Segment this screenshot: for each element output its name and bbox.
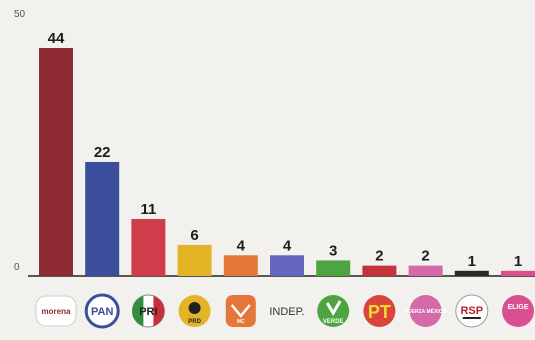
party-logo-8: FUERZA MÉXICO — [405, 295, 446, 327]
bar-5 — [270, 255, 304, 276]
party-logo-9: RSP — [455, 294, 489, 328]
party-logo-5: INDEP. — [269, 306, 304, 318]
bar-3 — [177, 244, 212, 276]
svg-text:MC: MC — [237, 319, 245, 325]
party-logo-3: PRD — [178, 295, 211, 327]
bar-value-label-1: 22 — [94, 144, 111, 161]
svg-text:RSP: RSP — [460, 305, 483, 317]
bar-4 — [223, 255, 258, 276]
svg-text:PT: PT — [368, 302, 391, 322]
bar-8 — [408, 265, 443, 276]
svg-text:PAN: PAN — [91, 306, 113, 318]
svg-text:FUERZA MÉXICO: FUERZA MÉXICO — [405, 307, 446, 315]
svg-text:PRI: PRI — [139, 306, 157, 318]
party-logo-0: morena — [35, 295, 77, 327]
svg-text:ELIGE: ELIGE — [507, 304, 528, 311]
party-logo-7: PT — [363, 295, 396, 327]
bar-value-label-2: 11 — [140, 201, 156, 218]
bar-value-label-0: 44 — [48, 30, 65, 47]
bar-value-label-10: 1 — [514, 253, 522, 270]
bar-value-label-4: 4 — [237, 237, 246, 254]
bar-9 — [454, 270, 489, 276]
party-logo-10: ELIGE — [502, 295, 534, 327]
y-tick-label-50: 50 — [14, 9, 26, 20]
party-logo-6: VERDE — [317, 295, 350, 327]
party-logo-4: MC — [225, 295, 256, 327]
bar-10 — [501, 270, 535, 276]
bar-value-label-5: 4 — [283, 237, 292, 254]
bar-1 — [85, 162, 120, 276]
svg-text:INDEP.: INDEP. — [269, 306, 304, 318]
bar-value-label-9: 1 — [468, 253, 476, 270]
bar-value-label-7: 2 — [375, 248, 383, 265]
bar-value-label-6: 3 — [329, 242, 337, 259]
y-tick-label-0: 0 — [14, 262, 20, 273]
party-logo-2: PRI — [131, 294, 165, 328]
bar-6 — [316, 260, 351, 276]
bar-2 — [131, 219, 166, 276]
party-logo-1: PAN — [84, 293, 120, 329]
bar-0 — [39, 48, 73, 276]
bar-value-label-8: 2 — [421, 248, 429, 265]
svg-text:morena: morena — [42, 307, 71, 316]
svg-text:PRD: PRD — [188, 319, 201, 325]
bar-7 — [362, 265, 397, 276]
bar-value-label-3: 6 — [190, 227, 198, 244]
svg-text:VERDE: VERDE — [323, 319, 344, 325]
